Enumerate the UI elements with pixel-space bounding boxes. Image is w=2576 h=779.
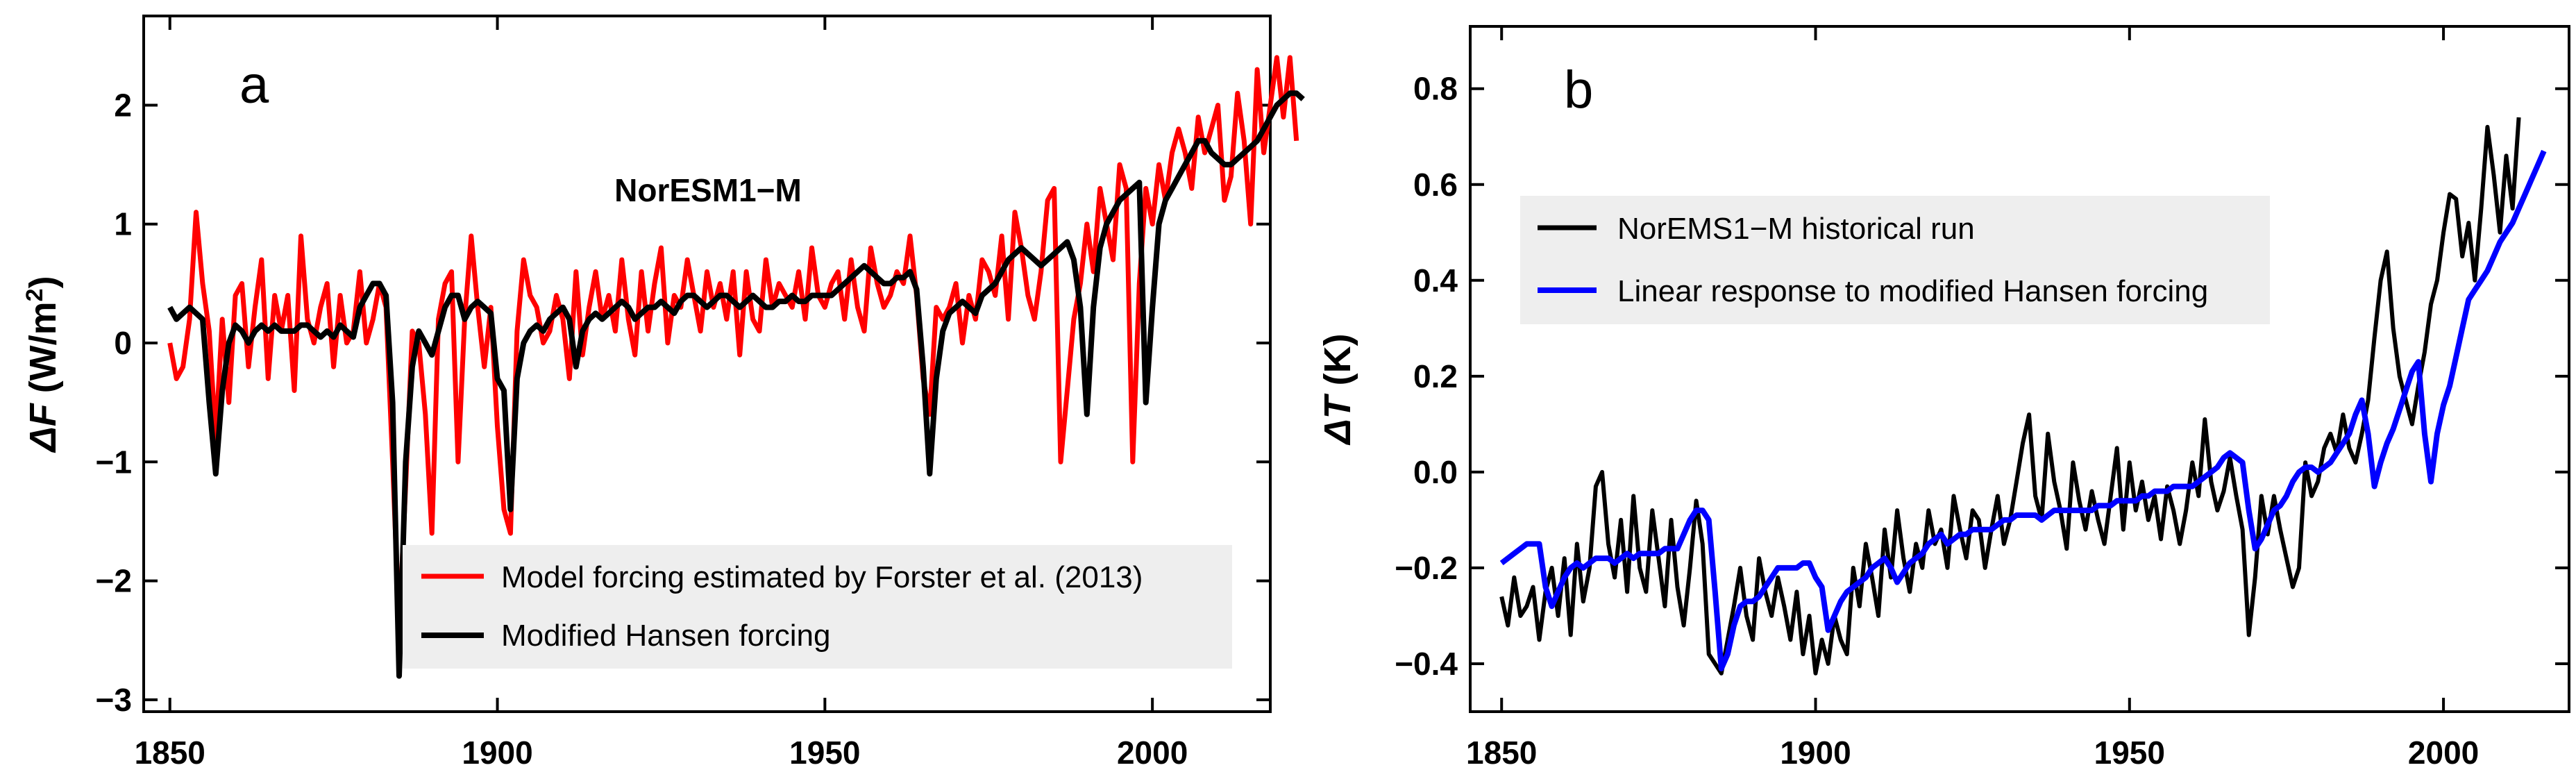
panel-b-y-tick-label: 0.6 (1413, 167, 1458, 203)
panel-a-series-forster (167, 55, 1299, 631)
panel-a-title: NorESM1−M (614, 172, 802, 208)
panel-a-legend-label-forster: Model forcing estimated by Forster et al… (501, 560, 1143, 594)
panel-b-y-tick-label: 0.8 (1413, 71, 1458, 107)
panel-b-x-axis: 1850 1900 1950 2000 (1466, 26, 2479, 771)
panel-b-legend-box (1520, 196, 2270, 324)
panel-a-legend: Model forcing estimated by Forster et al… (403, 545, 1232, 669)
panel-a-y-tick-label: −1 (96, 444, 132, 480)
panel-a-legend-label-hansen: Modified Hansen forcing (501, 619, 830, 653)
panel-a-plot (167, 55, 1305, 679)
panel-b-y-tick-label: 0.0 (1413, 454, 1458, 490)
panel-b-y-tick-label: 0.2 (1413, 358, 1458, 394)
panel-a-y-axis-symbol: ΔF (22, 402, 64, 453)
panel-b-y-axis-units: (K) (1317, 333, 1358, 396)
panel-a-y-tick-label: 2 (114, 87, 132, 123)
panel-a-y-tick-label: −3 (96, 682, 132, 718)
panel-b-y-tick-label: −0.4 (1395, 646, 1458, 682)
panel-b-axes: 1850 1900 1950 2000 −0.4 −0.2 0.0 0.2 0.4 0.6 0.8 (1395, 26, 2569, 771)
panel-b-x-tick-label: 1850 (1466, 735, 1537, 771)
panel-a-x-tick-label: 1950 (789, 735, 860, 771)
panel-b-y-axis-symbol: ΔT (1317, 393, 1358, 445)
panel-b-y-axis-label: ΔT (K) (1317, 333, 1358, 445)
panel-a-letter: a (239, 56, 269, 115)
panel-a-y-tick-label: 0 (114, 325, 132, 361)
panel-b-letter: b (1564, 60, 1593, 119)
panel-a-x-tick-label: 1850 (135, 735, 205, 771)
panel-a-y-axis: −3 −2 −1 0 1 2 (96, 87, 1270, 718)
panel-a-y-tick-label: −2 (96, 563, 132, 599)
panel-b-y-tick-label: −0.2 (1395, 550, 1458, 586)
panel-b: b ΔT (K) 1850 1900 1950 2000 −0.4 −0.2 0.0 0.2… (1317, 25, 2570, 771)
panel-b-y-axis: −0.4 −0.2 0.0 0.2 0.4 0.6 0.8 (1395, 71, 2569, 682)
panel-a: a NorESM1−M ΔF (W/m2) 1850 1900 1950 2000 −… (22, 15, 1305, 771)
panel-b-x-tick-label: 2000 (2408, 735, 2479, 771)
panel-b-frame (1469, 25, 2570, 713)
panel-a-axes: 1850 1900 1950 2000 −3 −2 −1 0 1 2 (96, 16, 1270, 771)
panel-b-x-tick-label: 1900 (1780, 735, 1851, 771)
panel-a-y-axis-units-close: ) (22, 276, 64, 288)
panel-a-x-axis: 1850 1900 1950 2000 (135, 16, 1188, 771)
panel-b-plot (1499, 117, 2547, 676)
panel-a-legend-box (403, 545, 1232, 669)
panel-a-x-tick-label: 1900 (462, 735, 532, 771)
panel-b-y-tick-label: 0.4 (1413, 262, 1458, 299)
panel-a-y-tick-label: 1 (114, 206, 132, 242)
panel-a-x-tick-label: 2000 (1117, 735, 1188, 771)
panel-a-y-axis-units-sup: 2 (22, 288, 48, 301)
panel-a-series-hansen (167, 90, 1305, 679)
panel-a-y-axis-units: (W/m (22, 301, 64, 403)
panel-b-x-tick-label: 1950 (2094, 735, 2165, 771)
panel-b-legend: NorEMS1−M historical run Linear response… (1520, 196, 2270, 324)
panel-a-y-axis-label: ΔF (W/m2) (22, 276, 64, 453)
panel-b-legend-label-historical: NorEMS1−M historical run (1617, 212, 1975, 246)
panel-b-legend-label-linear-response: Linear response to modified Hansen forci… (1617, 274, 2208, 308)
panel-b-series-linear-response (1499, 149, 2547, 671)
